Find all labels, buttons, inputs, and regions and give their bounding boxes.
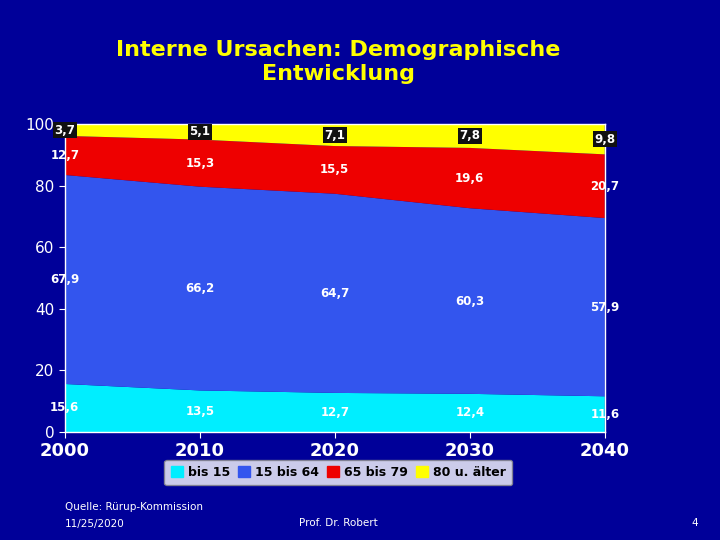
Text: 67,9: 67,9 [50,273,79,286]
Text: 57,9: 57,9 [590,301,619,314]
Text: 7,8: 7,8 [459,130,480,143]
Text: 11/25/2020: 11/25/2020 [65,518,125,529]
Text: 9,8: 9,8 [594,133,616,146]
Text: 12,7: 12,7 [50,149,79,162]
Text: 20,7: 20,7 [590,180,619,193]
Text: 3,7: 3,7 [55,124,75,137]
Text: Prof. Dr. Robert: Prof. Dr. Robert [299,518,378,529]
Legend: bis 15, 15 bis 64, 65 bis 79, 80 u. älter: bis 15, 15 bis 64, 65 bis 79, 80 u. älte… [164,460,513,485]
Text: 4: 4 [692,518,698,529]
Text: 13,5: 13,5 [185,404,215,418]
Text: 12,4: 12,4 [455,407,485,420]
Text: 5,1: 5,1 [189,125,210,138]
Text: Interne Ursachen: Demographische
Entwicklung: Interne Ursachen: Demographische Entwick… [116,40,561,84]
Text: 7,1: 7,1 [325,129,345,141]
Text: 19,6: 19,6 [455,172,485,185]
Text: 11,6: 11,6 [590,408,619,421]
Text: 12,7: 12,7 [320,406,349,419]
Text: 60,3: 60,3 [455,294,485,308]
Text: 15,6: 15,6 [50,402,79,415]
Text: Quelle: Rürup-Kommission: Quelle: Rürup-Kommission [65,502,203,512]
Text: 15,5: 15,5 [320,164,349,177]
Text: 64,7: 64,7 [320,287,349,300]
Text: 15,3: 15,3 [185,157,215,170]
Text: 66,2: 66,2 [185,282,215,295]
